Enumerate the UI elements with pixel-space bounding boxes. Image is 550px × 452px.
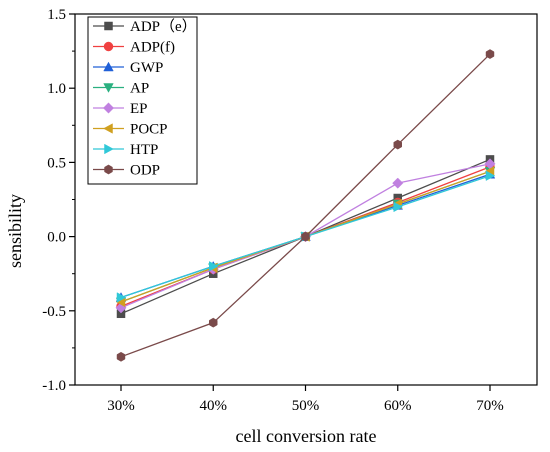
data-point	[485, 49, 495, 59]
legend-marker	[103, 41, 114, 52]
legend-label: ODP	[130, 163, 160, 179]
y-tick-label: 1.0	[47, 81, 66, 97]
legend-label: POCP	[130, 122, 168, 138]
series-layer	[115, 49, 496, 362]
legend-label: EP	[130, 101, 148, 117]
data-point	[393, 201, 404, 213]
legend-marker	[103, 123, 113, 134]
series-odp	[116, 49, 495, 362]
legend-label: ADP(f)	[130, 40, 175, 56]
legend-item: ADP(f)	[93, 40, 175, 56]
legend-item: EP	[93, 101, 148, 117]
axes: -1.0 -0.5 0.0 0.5 1.0 1.5 30% 40% 50% 60% 70%	[42, 7, 538, 414]
legend-item: ADP（e）	[93, 18, 197, 35]
data-point	[392, 177, 404, 189]
x-axis-title: cell conversion rate	[236, 426, 377, 446]
y-tick-label: -1.0	[42, 378, 66, 394]
legend-marker	[104, 21, 113, 31]
legend-item: POCP	[93, 122, 168, 138]
legend-label: HTP	[130, 142, 158, 158]
x-tick-label: 50%	[292, 398, 320, 414]
legend-label: GWP	[130, 60, 163, 76]
legend-label: ADP（e）	[130, 18, 197, 35]
data-point	[301, 231, 310, 242]
data-point	[116, 351, 126, 362]
legend-marker	[103, 61, 114, 72]
y-axis-title: sensibility	[5, 194, 25, 268]
legend-item: GWP	[93, 60, 163, 76]
y-tick-label: 1.5	[47, 7, 66, 23]
legend-item: HTP	[93, 142, 158, 158]
x-tick-label: 40%	[200, 398, 228, 414]
y-tick-label: 0.5	[47, 155, 66, 171]
legend-item: ODP	[93, 163, 160, 179]
data-point	[393, 139, 402, 150]
x-tick-label: 30%	[107, 398, 135, 414]
legend-marker	[104, 143, 114, 155]
legend-marker	[102, 102, 115, 114]
x-tick-label: 70%	[476, 398, 504, 414]
x-tick-label: 60%	[384, 398, 412, 414]
legend-marker	[103, 83, 114, 93]
legend: ADP（e） ADP(f) GWP AP EP POCP HTP ODP	[87, 16, 198, 185]
y-tick-label: -0.5	[42, 304, 66, 320]
legend-item: AP	[93, 81, 149, 97]
legend-marker	[104, 164, 113, 175]
legend-label: AP	[130, 81, 149, 97]
data-point	[116, 292, 127, 303]
data-point	[485, 170, 496, 181]
data-point	[209, 261, 219, 272]
y-tick-label: 0.0	[47, 230, 66, 246]
data-point	[209, 317, 218, 328]
